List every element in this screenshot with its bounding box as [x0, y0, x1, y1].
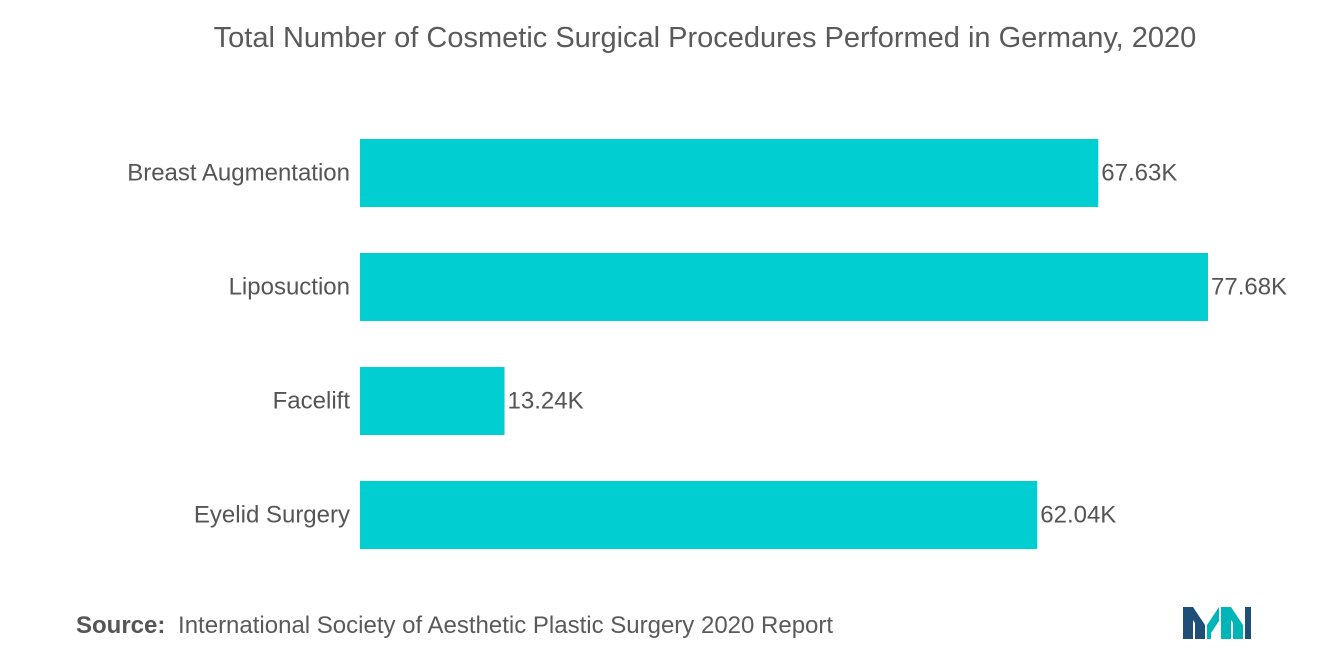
value-label: 62.04K: [1040, 502, 1116, 529]
chart-title: Total Number of Cosmetic Surgical Proced…: [213, 22, 1197, 54]
bar: [360, 367, 505, 435]
source-note: Source: International Society of Aesthet…: [76, 612, 833, 640]
category-label: Breast Augmentation: [127, 160, 350, 187]
category-label: Facelift: [273, 388, 351, 415]
category-label: Liposuction: [229, 274, 350, 301]
source-label: Source:: [76, 612, 166, 639]
bar-chart: Breast Augmentation 67.63K Liposuction 77.6…: [127, 139, 1287, 549]
bar: [360, 481, 1038, 549]
bar: [360, 139, 1099, 207]
source-text: International Society of Aesthetic Plast…: [178, 612, 834, 639]
mordor-intelligence-logo-icon: [1183, 607, 1251, 639]
value-label: 77.68K: [1211, 274, 1287, 301]
bar: [360, 253, 1208, 321]
value-label: 67.63K: [1101, 160, 1177, 187]
value-label: 13.24K: [508, 388, 584, 415]
category-label: Eyelid Surgery: [194, 502, 350, 529]
